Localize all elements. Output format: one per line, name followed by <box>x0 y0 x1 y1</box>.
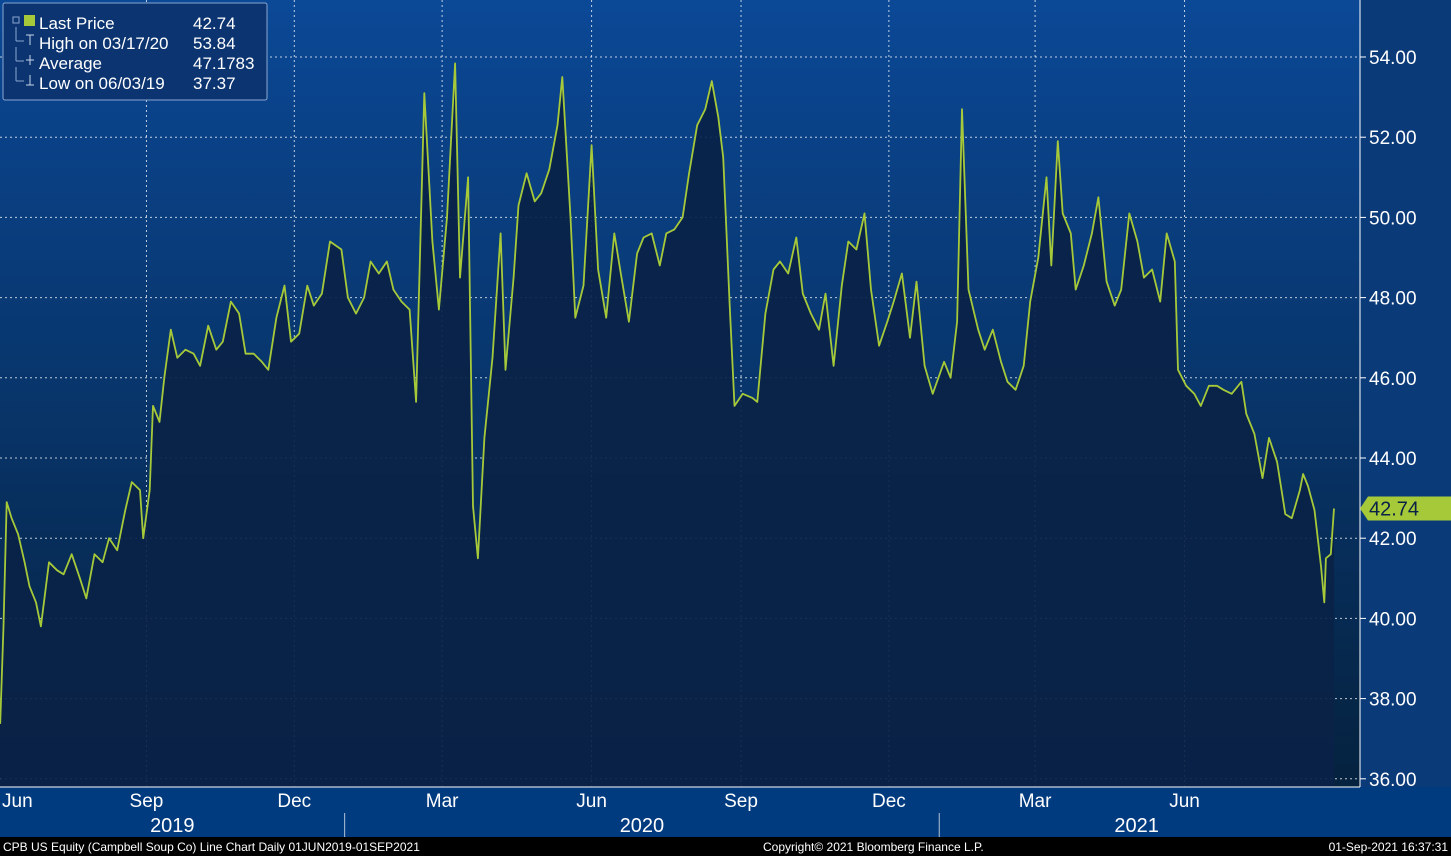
x-tick-label: Jun <box>2 791 33 812</box>
low-marker-icon <box>15 67 34 86</box>
last-price-tag-shape <box>1360 496 1451 521</box>
legend-box: Last Price 42.74 High on 03/17/20 53.84 Aver… <box>2 2 268 101</box>
legend-label: Low on 06/03/19 <box>39 74 165 93</box>
legend-value: 37.37 <box>193 74 236 93</box>
legend-label: High on 03/17/20 <box>39 34 169 53</box>
x-tick-label: Jun <box>576 791 607 812</box>
price-line <box>0 62 1335 724</box>
y-axis: 54.00 52.00 50.00 48.00 46.00 44.00 42.00 40.00… <box>1359 0 1417 791</box>
x-tick-label: Sep <box>724 791 758 812</box>
date-axis-background <box>0 787 1451 837</box>
x-axis: Jun Sep Dec Mar Jun Sep Dec Mar Jun 2019 2020 2021 <box>0 786 1360 837</box>
legend-label: Last Price <box>39 14 115 33</box>
legend-value: 42.74 <box>193 14 236 33</box>
collapse-box <box>12 16 20 24</box>
footer-right: 01-Sep-2021 16:37:31 <box>1329 840 1449 854</box>
x-tick-label: Dec <box>277 791 311 812</box>
square-marker-icon <box>12 15 35 26</box>
x-tick-label: Dec <box>872 791 906 812</box>
x-tick-label: Mar <box>1019 791 1052 812</box>
x-tick-label: Jun <box>1169 791 1200 812</box>
y-tick-label: 48.00 <box>1369 289 1417 310</box>
high-marker-icon <box>15 27 34 45</box>
square-marker <box>24 15 35 26</box>
y-tick-label: 52.00 <box>1369 128 1417 149</box>
y-tick-label: 40.00 <box>1369 609 1417 630</box>
x-tick-label: Mar <box>426 791 459 812</box>
legend-value: 47.1783 <box>193 54 254 73</box>
year-label: 2020 <box>620 815 665 837</box>
year-label: 2021 <box>1114 815 1159 837</box>
y-tick-label: 46.00 <box>1369 369 1417 390</box>
legend-value: 53.84 <box>193 34 236 53</box>
y-tick-label: 42.00 <box>1369 529 1417 550</box>
y-tick-label: 36.00 <box>1369 770 1417 791</box>
y-tick-label: 50.00 <box>1369 208 1417 229</box>
y-tick-label: 54.00 <box>1369 48 1417 69</box>
footer-center: Copyright© 2021 Bloomberg Finance L.P. <box>763 840 984 854</box>
legend-frame <box>2 2 268 101</box>
x-tick-label: Sep <box>130 791 164 812</box>
footer-left: CPB US Equity (Campbell Soup Co) Line Ch… <box>3 840 420 854</box>
last-price-tag: 42.74 <box>1360 496 1451 521</box>
year-label: 2019 <box>150 815 195 837</box>
y-tick-label: 38.00 <box>1369 690 1417 711</box>
y-tick-label: 44.00 <box>1369 449 1417 470</box>
average-marker-icon <box>15 47 34 65</box>
price-line-layer <box>0 62 1335 724</box>
legend-label: Average <box>39 54 102 73</box>
footer: CPB US Equity (Campbell Soup Co) Line Ch… <box>3 840 1448 854</box>
footer-background <box>0 837 1451 856</box>
axis-background <box>1360 0 1451 787</box>
last-price-tag-label: 42.74 <box>1369 499 1419 521</box>
